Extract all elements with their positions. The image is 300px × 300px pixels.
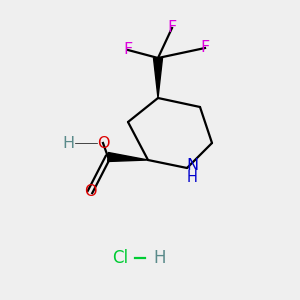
Text: H: H [187,170,197,185]
Text: H: H [62,136,74,151]
Text: F: F [123,43,133,58]
Polygon shape [154,58,163,98]
Text: N: N [186,158,198,173]
Polygon shape [108,152,148,161]
Text: F: F [167,20,177,35]
Text: O: O [97,136,109,151]
Text: H: H [154,249,166,267]
Text: O: O [84,184,96,200]
Text: F: F [200,40,210,56]
Text: Cl: Cl [112,249,128,267]
